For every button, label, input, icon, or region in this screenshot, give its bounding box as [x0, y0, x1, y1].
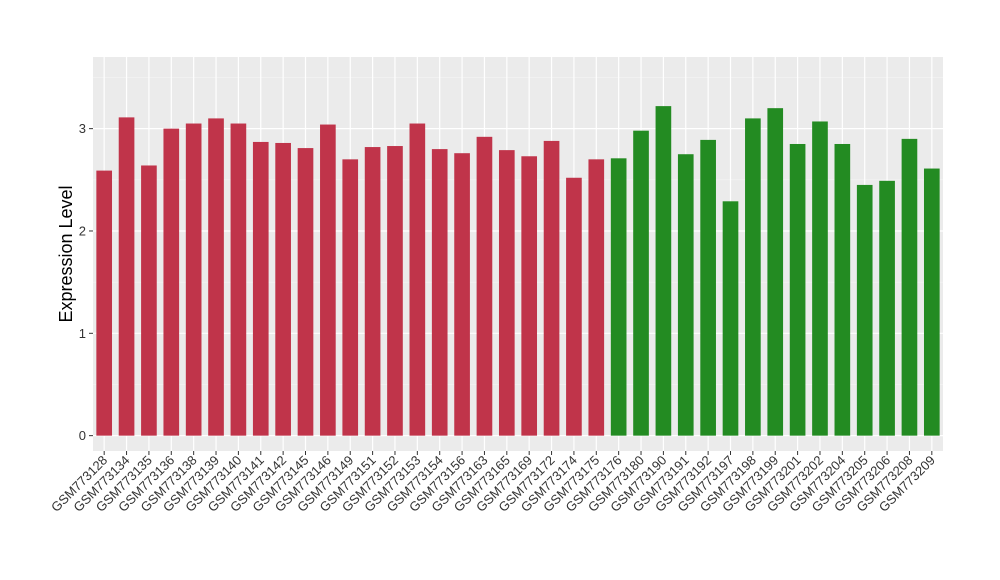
bar	[141, 165, 157, 436]
bar	[163, 128, 180, 436]
bar	[700, 139, 716, 436]
bar	[431, 149, 448, 436]
bar	[633, 130, 649, 436]
bar	[185, 123, 202, 436]
bar	[588, 159, 605, 436]
bar	[364, 147, 381, 436]
bar	[677, 154, 694, 436]
bar	[342, 159, 359, 436]
bar	[834, 143, 851, 436]
y-axis: 0 1 2 3	[79, 121, 93, 443]
bar	[387, 146, 403, 436]
bar	[812, 121, 828, 436]
bar	[745, 118, 761, 436]
bar	[297, 148, 314, 436]
bar	[789, 143, 806, 436]
bar	[655, 106, 672, 436]
y-tick-label: 3	[79, 121, 86, 136]
bars-group	[96, 106, 940, 436]
bar	[96, 170, 113, 436]
bar	[923, 168, 940, 436]
x-axis: GSM773128GSM773134GSM773135GSM773136GSM7…	[48, 451, 938, 515]
bar	[118, 117, 135, 436]
bar	[320, 124, 336, 436]
bar	[476, 136, 493, 436]
bar	[230, 123, 247, 436]
y-tick-label: 1	[79, 326, 86, 341]
bar	[543, 140, 560, 436]
y-tick-label: 0	[79, 428, 86, 443]
bar	[566, 177, 582, 436]
bar	[767, 108, 784, 436]
y-tick-label: 2	[79, 223, 86, 238]
y-axis-title: Expression Level	[56, 185, 76, 322]
bar	[901, 138, 918, 436]
bar	[454, 153, 470, 436]
bar	[610, 158, 627, 436]
bar	[498, 150, 515, 436]
bar	[722, 201, 739, 436]
bar	[879, 180, 895, 436]
bar	[252, 141, 269, 436]
bar	[409, 123, 426, 436]
bar	[275, 142, 291, 436]
bar	[208, 118, 224, 436]
bar	[521, 156, 538, 436]
bar	[856, 184, 873, 436]
